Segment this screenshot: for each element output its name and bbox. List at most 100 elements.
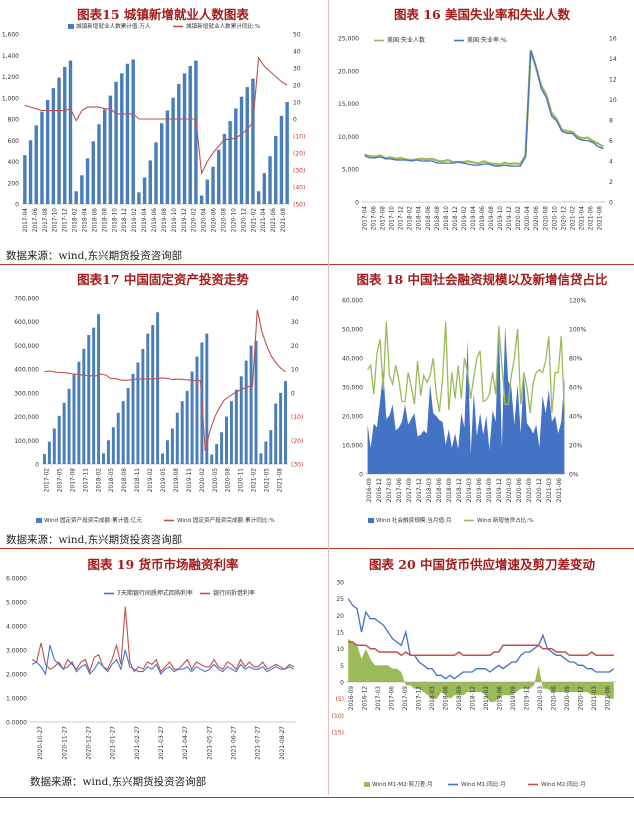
bar: [175, 412, 179, 464]
legend-label: 城镇新增就业人数累计同比:%: [186, 22, 260, 30]
y-tick-label: 600,000: [14, 319, 39, 326]
bar: [222, 133, 227, 204]
y2-tick-label: 80%: [569, 356, 583, 363]
bar: [211, 166, 215, 204]
x-tick-label: 2018-06: [92, 208, 98, 233]
x-tick-label: 2017-06: [389, 686, 395, 711]
x-tick-label: 2021-01-27: [111, 726, 117, 760]
x-tick-label: 2017-03: [376, 686, 382, 711]
x-tick-label: 2019-04: [142, 208, 148, 233]
bar: [251, 78, 255, 204]
bar: [141, 348, 145, 464]
x-tick-label: 2016-12: [362, 686, 368, 711]
x-tick-label: 2018-12: [453, 206, 459, 231]
x-tick-label: 2017-12: [63, 208, 69, 233]
x-tick-label: 2021-06: [557, 478, 563, 503]
y-tick-label: 25: [336, 596, 344, 603]
x-tick-label: 2021-08: [278, 468, 284, 493]
y2-tick-label: (10): [291, 414, 303, 421]
x-tick-label: 2020-06: [212, 208, 218, 233]
x-tick-label: 2019-08: [489, 206, 495, 231]
y2-tick-label: (10): [293, 134, 305, 141]
y2-tick-label: 10: [291, 367, 299, 374]
x-tick-label: 2019-05: [161, 468, 167, 493]
chart-svg-16: 25,000 20,000 15,000 10,000 5,000 0 16 14 12 10 8 6…: [338, 36, 617, 231]
x-tick-label: 2017-08: [70, 468, 76, 493]
series-line-m1: [347, 598, 615, 680]
legend-label: Wind M1-M2:剪刀差:月: [372, 780, 433, 788]
bar: [72, 374, 76, 464]
x-tick-label: 2018-12: [470, 686, 476, 711]
x-tick-label: 2019-06: [497, 686, 503, 711]
x-tick-label: 2019-12: [524, 686, 530, 711]
bar: [244, 360, 248, 464]
x-tick-label: 2021-04: [261, 208, 267, 233]
bar: [180, 401, 184, 464]
x-tick-label: 2020-08: [543, 206, 549, 231]
x-tick-label: 2018-12: [457, 478, 463, 503]
legend-label: Wind 新增信贷占比:%: [477, 516, 534, 524]
x-tick-label: 2021-02: [251, 208, 257, 233]
x-tick-label: 2021-08: [597, 206, 603, 231]
y-tick-label: 15,000: [338, 101, 359, 108]
x-tick-label: 2021-03: [592, 686, 598, 711]
y2-tick-label: 0: [291, 390, 295, 397]
x-tick-label: 2017-08: [381, 206, 387, 231]
x-tick-label: 2021-06-27: [232, 726, 238, 760]
y-tick-label: 1,200: [2, 74, 19, 81]
x-tick-label: 2019-03: [484, 686, 490, 711]
x-tick-label: 2017-03: [387, 478, 393, 503]
y2-tick-label: 40: [293, 49, 301, 56]
x-tick-label: 2018-02: [96, 468, 102, 493]
bar: [57, 415, 61, 464]
chart-panel-20: 图表 20 中国货币供应增速及剪刀差变动 30 25 20 15 10 5 0 (5) (10)…: [330, 550, 634, 795]
separator-row1: [0, 264, 634, 265]
y-tick-label: 10,000: [342, 443, 363, 450]
y-tick-label: 0: [340, 680, 344, 687]
bar: [185, 390, 189, 464]
legend-swatch: [368, 518, 374, 523]
x-tick-label: 2017-11: [83, 468, 89, 493]
y2-tick-label: (30): [293, 168, 305, 175]
x-tick-label: 2016-12: [377, 478, 383, 503]
y2-tick-label: 0%: [569, 472, 579, 479]
x-tick-label: 2021-04: [579, 206, 585, 231]
x-tick-label: 2018-02: [73, 208, 79, 233]
bar: [108, 95, 113, 204]
y2-tick-label: 30: [291, 319, 299, 326]
legend-label: Wind M1:同比:月: [461, 780, 506, 788]
x-tick-label: 2018-09: [447, 478, 453, 503]
x-tick-label: 2019-08: [174, 468, 180, 493]
bar: [106, 440, 110, 464]
bar: [87, 334, 91, 464]
x-tick-label: 2017-12: [416, 686, 422, 711]
y-tick-label: 20,000: [338, 68, 359, 75]
y2-tick-label: 120%: [569, 298, 586, 305]
x-tick-label: 2020-04: [525, 206, 531, 231]
x-tick-label: 2018-09: [457, 686, 463, 711]
series-line-yoy: [24, 56, 288, 176]
y-tick-label: 5.0000: [6, 600, 27, 607]
bar: [205, 333, 209, 464]
bar: [80, 175, 84, 204]
chart-svg-17: 700,000 600,000 500,000 400,000 300,000 200,0…: [14, 296, 303, 525]
x-tick-label: 2019-03: [467, 478, 473, 503]
bar: [284, 381, 288, 464]
x-tick-label: 2021-02-27: [135, 726, 141, 760]
bar: [45, 99, 50, 204]
bar: [165, 440, 169, 464]
legend-label: 美国:失业率:%: [467, 36, 507, 44]
y-tick-label: 50,000: [342, 327, 363, 334]
bar: [234, 389, 238, 464]
y-tick-label: 1,600: [2, 32, 19, 39]
series-line-interbank: [31, 606, 295, 674]
y-tick-label: 500,000: [14, 343, 39, 350]
bar: [116, 412, 120, 464]
bar: [159, 123, 164, 204]
x-tick-label: 2017-09: [407, 478, 413, 503]
bar: [225, 416, 228, 464]
x-tick-label: 2017-09: [403, 686, 409, 711]
x-tick-label: 2017-02: [44, 468, 50, 493]
x-tick-label: 2020-02: [192, 208, 198, 233]
bar: [85, 158, 90, 204]
